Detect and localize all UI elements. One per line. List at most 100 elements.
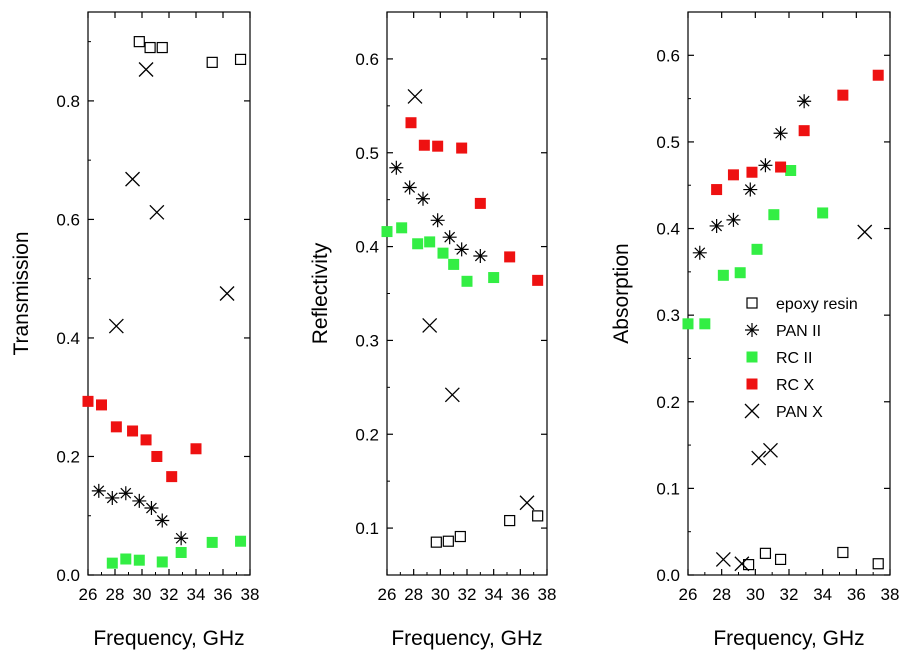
x-tick-label: 28 xyxy=(404,585,423,604)
point-rcx xyxy=(456,142,468,154)
point-epoxy xyxy=(837,546,849,559)
point-rcx xyxy=(140,434,152,446)
point-rcx xyxy=(775,161,787,173)
point-panx xyxy=(715,551,731,567)
point-pan2 xyxy=(743,182,758,197)
point-panx xyxy=(422,317,438,333)
point-rc2 xyxy=(768,209,780,221)
point-epoxy xyxy=(156,41,168,54)
x-tick-label: 38 xyxy=(241,585,260,604)
y-tick-label: 0.4 xyxy=(56,329,80,348)
x-tick-label: 34 xyxy=(187,585,206,604)
point-pan2 xyxy=(389,160,404,175)
point-epoxy xyxy=(442,535,454,547)
plot-frame xyxy=(386,11,548,576)
legend-label-rcx: RC X xyxy=(776,377,815,394)
point-panx xyxy=(108,318,124,334)
point-rcx xyxy=(110,421,122,433)
x-tick-label: 32 xyxy=(780,585,799,604)
y-tick-label: 0.3 xyxy=(355,331,379,350)
point-rc2 xyxy=(412,238,424,250)
point-epoxy xyxy=(133,36,145,48)
point-rcx xyxy=(746,166,758,178)
point-epoxy xyxy=(206,56,218,68)
x-tick-label: 38 xyxy=(538,585,557,604)
point-rc2 xyxy=(699,318,711,330)
point-epoxy xyxy=(872,558,884,570)
point-pan2 xyxy=(155,513,170,528)
legend-label-epoxy: epoxy resin xyxy=(776,296,858,313)
point-rc2 xyxy=(785,165,797,177)
x-tick-label: 34 xyxy=(484,585,503,604)
y-tick-label: 0.3 xyxy=(656,306,680,325)
point-panx xyxy=(125,171,141,187)
y-tick-label: 0.1 xyxy=(656,479,680,498)
point-rcx xyxy=(504,251,516,263)
x-tick-label: 26 xyxy=(79,585,98,604)
point-rcx xyxy=(727,169,739,181)
point-pan2 xyxy=(105,490,120,505)
point-epoxy xyxy=(759,547,772,559)
point-rc2 xyxy=(437,247,449,259)
point-rcx xyxy=(96,399,107,411)
x-tick-label: 36 xyxy=(511,585,530,604)
point-panx xyxy=(734,556,750,572)
x-tick-label: 32 xyxy=(458,585,477,604)
point-panx xyxy=(751,450,767,466)
legend-label-pan2: PAN II xyxy=(776,323,821,340)
point-panx xyxy=(138,62,154,77)
point-rc2 xyxy=(175,546,187,558)
point-rcx xyxy=(151,450,163,462)
point-rc2 xyxy=(751,243,763,255)
x-axis-label: Frequency, GHz xyxy=(391,627,542,650)
point-rc2 xyxy=(734,267,746,279)
point-pan2 xyxy=(402,180,417,195)
y-tick-label: 0.2 xyxy=(355,425,379,444)
point-epoxy xyxy=(234,53,247,66)
point-rcx xyxy=(837,89,849,101)
point-rc2 xyxy=(396,222,408,234)
x-tick-label: 30 xyxy=(431,585,450,604)
point-pan2 xyxy=(118,486,133,501)
plot-frame xyxy=(687,11,891,576)
point-rc2 xyxy=(817,207,829,219)
y-tick-label: 0.5 xyxy=(656,133,680,152)
chart-panel-reflectivity: 26 28 30 32 34 36 38 0.1 0.2 0.3 0.4 0.5 0.6 Frequenc… xyxy=(309,11,557,650)
legend-marker-epoxy xyxy=(746,297,758,309)
point-pan2 xyxy=(692,245,707,260)
point-rc2 xyxy=(235,535,247,547)
point-rcx xyxy=(872,69,884,81)
y-tick-label: 0.6 xyxy=(656,46,680,65)
point-pan2 xyxy=(132,493,147,508)
point-pan2 xyxy=(758,158,773,173)
x-tick-label: 26 xyxy=(378,585,397,604)
legend-marker-rcx xyxy=(746,378,758,390)
point-rc2 xyxy=(488,272,500,284)
point-panx xyxy=(857,224,873,240)
point-epoxy xyxy=(430,536,442,548)
x-tick-label: 30 xyxy=(746,585,765,604)
y-tick-label: 0.0 xyxy=(656,566,680,585)
y-tick-label: 0.4 xyxy=(355,238,379,257)
point-epoxy xyxy=(454,530,466,543)
x-axis-label: Frequency, GHz xyxy=(713,627,864,650)
y-tick-label: 0.0 xyxy=(56,566,80,585)
point-panx xyxy=(444,387,460,403)
x-tick-label: 36 xyxy=(847,585,866,604)
point-rc2 xyxy=(682,318,694,330)
plot-frame xyxy=(87,11,251,576)
y-tick-label: 0.2 xyxy=(656,393,680,412)
point-pan2 xyxy=(709,218,724,233)
point-epoxy xyxy=(532,510,544,522)
legend-marker-pan2 xyxy=(745,323,759,337)
point-rc2 xyxy=(461,275,473,287)
legend: epoxy resin PAN II RC II RC X PAN X xyxy=(744,296,858,421)
point-rcx xyxy=(190,443,202,455)
point-pan2 xyxy=(416,191,430,206)
point-rcx xyxy=(166,471,178,483)
point-rc2 xyxy=(133,554,145,566)
point-rcx xyxy=(432,140,444,152)
point-panx xyxy=(519,495,535,511)
y-axis-label: Transmission xyxy=(10,231,33,355)
point-pan2 xyxy=(797,94,812,109)
